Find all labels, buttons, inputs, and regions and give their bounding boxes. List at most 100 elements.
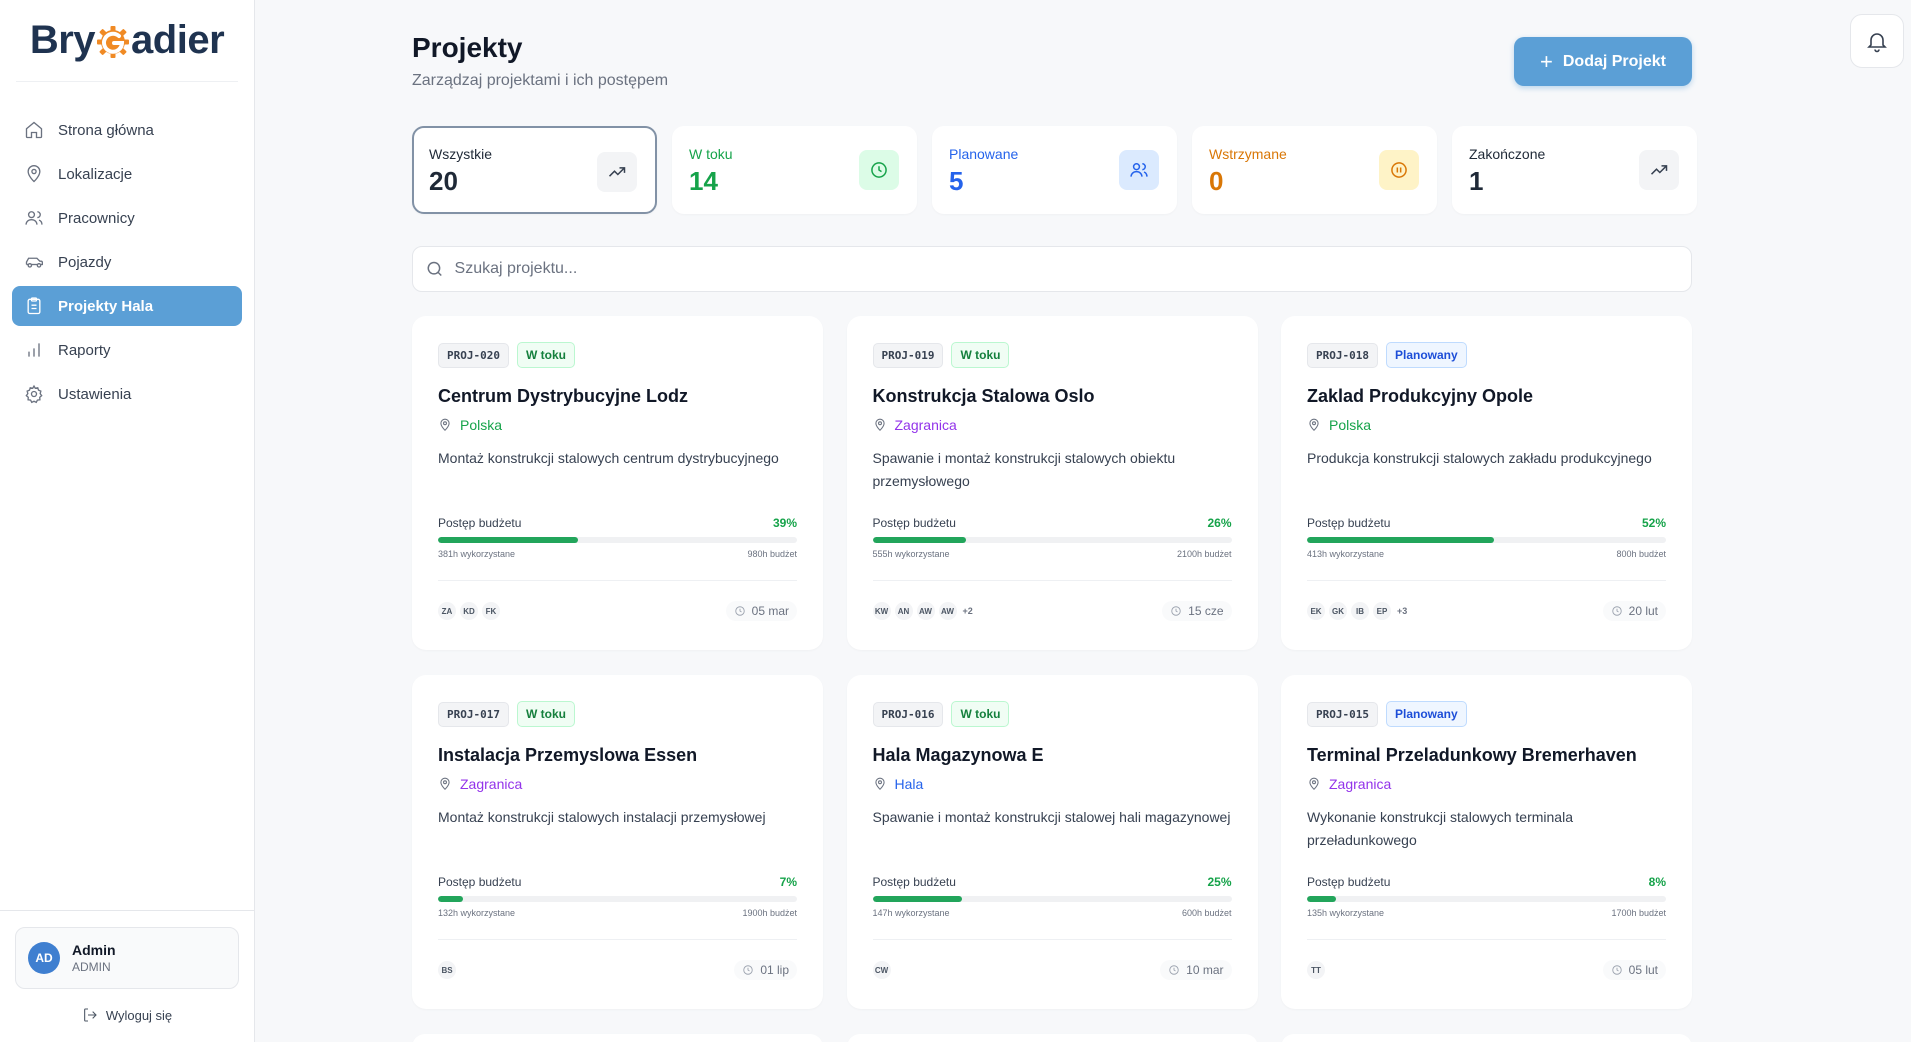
project-location: Hala — [873, 776, 1232, 792]
stat-card-paused[interactable]: Wstrzymane 0 — [1192, 126, 1437, 214]
project-card[interactable]: PROJ-016 W toku Hala Magazynowa E Hala S… — [846, 675, 1258, 1009]
stat-value: 14 — [689, 166, 718, 196]
sidebar-item-reports[interactable]: Raporty — [12, 330, 242, 370]
brand-text-end: adier — [131, 18, 225, 62]
worker-avatar: KW — [872, 602, 891, 620]
project-card[interactable]: PROJ-015 Planowany Terminal Przeladunkow… — [1281, 675, 1692, 1009]
sidebar-item-home[interactable]: Strona główna — [12, 110, 242, 150]
budget-progress: Postęp budżetu 8% 135h wykorzystane 1700… — [1307, 875, 1666, 918]
hours-used: 132h wykorzystane — [438, 908, 516, 918]
project-description: Produkcja konstrukcji stalowych zakładu … — [1307, 450, 1652, 466]
sidebar-footer: AD Admin ADMIN Wyloguj się — [0, 910, 254, 1042]
bell-icon — [1867, 33, 1887, 53]
sidebar-item-label: Raporty — [58, 341, 111, 359]
project-id-badge: PROJ-015 — [1307, 701, 1378, 727]
status-badge: W toku — [516, 342, 575, 368]
hours-budget: 600h budżet — [1181, 908, 1232, 918]
logout-label: Wyloguj się — [105, 1007, 173, 1023]
date-label: 15 cze — [1188, 604, 1224, 618]
budget-label: Postęp budżetu — [438, 875, 522, 889]
brand-text-start: Bry — [29, 18, 96, 62]
project-card[interactable]: PROJ-019 W toku Konstrukcja Stalowa Oslo… — [846, 316, 1258, 650]
user-name: Admin — [72, 942, 116, 958]
project-card[interactable] — [1281, 1034, 1692, 1042]
logout-button[interactable]: Wyloguj się — [0, 1007, 254, 1023]
project-description: Montaż konstrukcji stalowych centrum dys… — [438, 450, 779, 466]
hours-budget: 800h budżet — [1616, 549, 1666, 559]
car-icon — [25, 257, 43, 268]
sidebar-item-label: Lokalizacje — [58, 165, 133, 183]
bar-chart-icon — [28, 343, 40, 357]
date-label: 10 mar — [1186, 963, 1224, 977]
worker-avatar: AN — [894, 602, 913, 620]
project-title: Konstrukcja Stalowa Oslo — [872, 386, 1095, 406]
plus-icon: + — [1540, 48, 1553, 74]
stat-card-in-progress[interactable]: W toku 14 — [672, 126, 917, 214]
project-description: Spawanie i montaż konstrukcji stalowych … — [872, 450, 1176, 489]
due-date: 10 mar — [1160, 960, 1232, 980]
progress-bar — [1307, 896, 1666, 902]
stat-card-planned[interactable]: Planowane 5 — [932, 126, 1177, 214]
stat-card-all[interactable]: Wszystkie 20 — [412, 126, 657, 214]
project-id-badge: PROJ-020 — [438, 342, 509, 368]
worker-avatars: CW — [872, 961, 891, 979]
notifications-button[interactable] — [1850, 14, 1904, 68]
card-footer: KW AN AW AW +2 15 cze — [872, 580, 1232, 621]
users-icon — [1119, 150, 1159, 190]
project-id-badge: PROJ-016 — [872, 701, 944, 727]
gear-icon — [25, 384, 43, 404]
map-pin-icon — [874, 777, 885, 790]
brand-logo[interactable]: Bry adier — [16, 0, 238, 82]
project-location: Zagranica — [438, 776, 797, 792]
sidebar-item-vehicles[interactable]: Pojazdy — [12, 242, 242, 282]
sidebar-item-locations[interactable]: Lokalizacje — [12, 154, 242, 194]
status-badge: W toku — [951, 701, 1010, 727]
add-project-button[interactable]: + Dodaj Projekt — [1514, 37, 1692, 86]
project-card[interactable]: PROJ-018 Planowany Zaklad Produkcyjny Op… — [1281, 316, 1692, 650]
card-footer: CW 10 mar — [872, 939, 1232, 980]
progress-bar-fill — [1307, 896, 1336, 902]
search-input[interactable] — [454, 260, 1679, 278]
users-icon — [25, 211, 43, 225]
stat-label: Planowane — [949, 146, 1019, 162]
worker-avatar: GK — [1329, 602, 1347, 620]
project-card[interactable] — [846, 1034, 1258, 1042]
hours-used: 147h wykorzystane — [872, 908, 950, 918]
progress-bar — [1307, 537, 1666, 543]
worker-avatars: ZA KD FK — [438, 602, 500, 620]
user-role: ADMIN — [72, 960, 111, 974]
budget-label: Postęp budżetu — [1307, 516, 1391, 530]
worker-avatar: IB — [1351, 602, 1369, 620]
clock-icon — [859, 150, 899, 190]
home-icon — [25, 121, 43, 139]
project-card[interactable]: PROJ-020 W toku Centrum Dystrybucyjne Lo… — [412, 316, 823, 650]
project-card[interactable] — [412, 1034, 823, 1042]
stat-value: 1 — [1469, 166, 1484, 196]
project-title: Terminal Przeladunkowy Bremerhaven — [1307, 745, 1637, 765]
sidebar-nav: Strona główna Lokalizacje Pracownicy Poj… — [0, 110, 254, 414]
project-card[interactable]: PROJ-017 W toku Instalacja Przemyslowa E… — [412, 675, 823, 1009]
project-id-badge: PROJ-017 — [438, 701, 509, 727]
trend-up-icon — [1639, 150, 1679, 190]
worker-avatar: KD — [460, 602, 478, 620]
worker-avatar: ZA — [438, 602, 456, 620]
card-footer: ZA KD FK 05 mar — [438, 580, 797, 621]
budget-progress: Postęp budżetu 25% 147h wykorzystane 600… — [872, 875, 1232, 918]
hours-budget: 1700h budżet — [1611, 908, 1666, 918]
project-title: Hala Magazynowa E — [872, 745, 1044, 765]
budget-label: Postęp budżetu — [438, 516, 522, 530]
sidebar-item-settings[interactable]: Ustawienia — [12, 374, 242, 414]
progress-bar — [438, 537, 797, 543]
search-bar[interactable] — [412, 246, 1692, 292]
project-location: Zagranica — [1307, 776, 1666, 792]
clock-icon — [1171, 606, 1181, 616]
project-id-badge: PROJ-018 — [1307, 342, 1378, 368]
budget-percent: 8% — [1648, 875, 1666, 889]
card-footer: BS 01 lip — [438, 939, 797, 980]
stat-card-completed[interactable]: Zakończone 1 — [1452, 126, 1697, 214]
user-card[interactable]: AD Admin ADMIN — [15, 927, 239, 989]
project-location: Polska — [1307, 417, 1666, 433]
sidebar-item-projects[interactable]: Projekty Hala — [12, 286, 242, 326]
sidebar-item-workers[interactable]: Pracownicy — [12, 198, 242, 238]
worker-avatar: TT — [1307, 961, 1325, 979]
